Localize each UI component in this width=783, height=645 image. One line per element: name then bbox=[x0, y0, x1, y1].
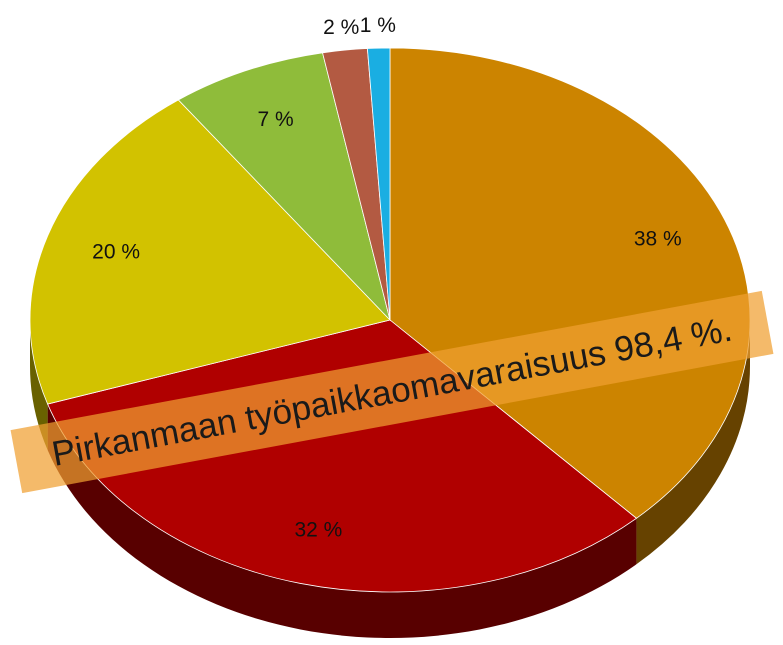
slice bbox=[177, 52, 391, 322]
slice-side bbox=[636, 320, 750, 565]
slice-side bbox=[47, 404, 637, 638]
slice-side bbox=[30, 320, 48, 451]
slice bbox=[366, 47, 391, 321]
slice bbox=[29, 99, 391, 405]
value-label: 2 % bbox=[323, 16, 359, 39]
value-label: 38 % bbox=[634, 227, 682, 250]
value-label: 7 % bbox=[258, 108, 294, 131]
value-labels: 38 % 32 % 20 % 7 % 2 % 1 % bbox=[92, 14, 682, 541]
slice bbox=[389, 47, 751, 519]
banner-box bbox=[10, 290, 774, 494]
value-label: 32 % bbox=[294, 518, 342, 541]
value-label: 1 % bbox=[360, 14, 396, 37]
value-label: 20 % bbox=[92, 240, 140, 263]
pie bbox=[29, 47, 751, 638]
